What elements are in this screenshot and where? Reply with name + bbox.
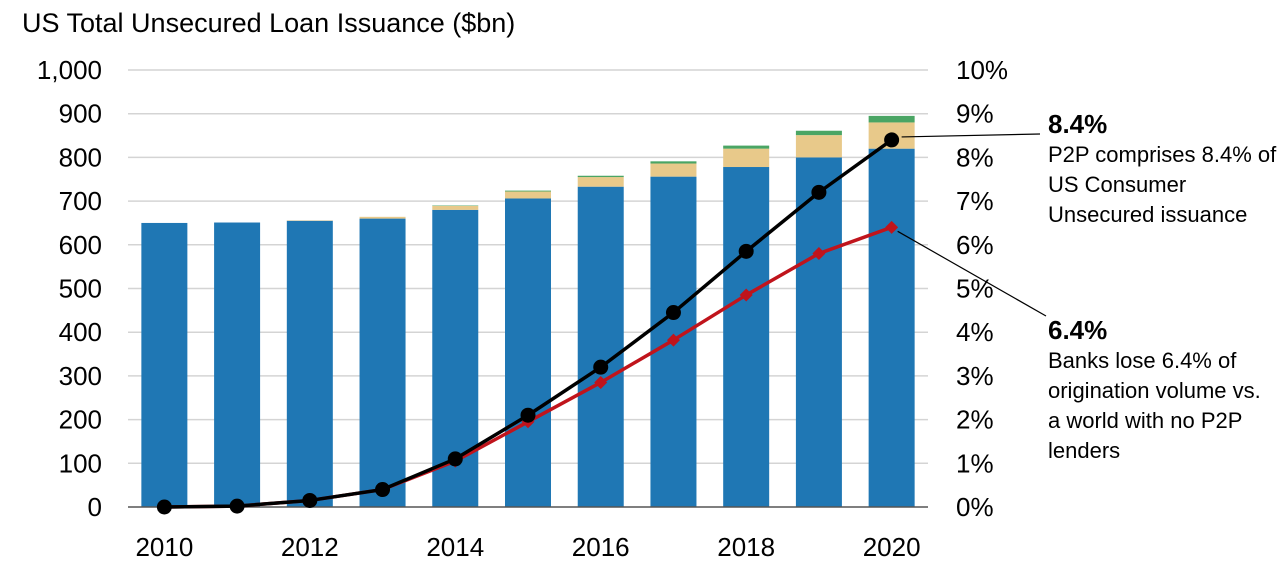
bar-segment-0 (795, 157, 842, 507)
bar-segment-2 (650, 161, 697, 164)
line-point-0 (811, 184, 827, 200)
left-axis-tick-label: 200 (59, 405, 102, 435)
line-point-1 (812, 247, 826, 261)
x-axis-tick-label: 2010 (135, 532, 193, 562)
left-axis-tick-label: 600 (59, 230, 102, 260)
bar-segment-1 (723, 148, 770, 168)
bar-segment-0 (286, 220, 333, 507)
bar-segment-0 (723, 167, 770, 507)
right-axis-tick-label: 7% (956, 186, 994, 216)
line-point-0 (665, 305, 681, 321)
annotation-banks: 6.4% Banks lose 6.4% of origination volu… (1048, 314, 1278, 466)
line-point-0 (884, 132, 900, 148)
right-axis-tick-label: 9% (956, 99, 994, 129)
right-axis-tick-label: 5% (956, 274, 994, 304)
bar-segment-2 (577, 175, 624, 178)
left-axis-tick-label: 800 (59, 142, 102, 172)
line-point-0 (375, 482, 391, 498)
annotation-leader-line (901, 133, 1041, 138)
bar-segment-1 (795, 135, 842, 158)
line-point-0 (229, 498, 245, 514)
annotation-banks-value: 6.4% (1048, 315, 1108, 345)
annotation-p2p: 8.4% P2P comprises 8.4% of US Consumer U… (1048, 108, 1278, 230)
line-point-0 (520, 407, 536, 423)
line-point-1 (594, 375, 608, 389)
x-axis-tick-label: 2018 (717, 532, 775, 562)
left-axis-tick-label: 300 (59, 361, 102, 391)
right-axis-tick-label: 0% (956, 492, 994, 522)
right-axis-tick-label: 10% (956, 55, 1008, 85)
x-axis-tick-label: 2020 (863, 532, 921, 562)
bar-segment-2 (505, 190, 551, 192)
line-point-0 (156, 499, 172, 515)
x-axis-tick-label: 2012 (281, 532, 339, 562)
line-point-1 (666, 333, 680, 347)
left-axis-tick-label: 500 (59, 274, 102, 304)
line-point-1 (885, 220, 899, 234)
bar-segment-0 (359, 218, 406, 507)
bar-segment-1 (577, 177, 624, 187)
bar-segment-0 (214, 222, 261, 507)
left-axis-tick-label: 0 (88, 492, 102, 522)
right-axis-tick-label: 3% (956, 361, 994, 391)
right-axis-tick-label: 2% (956, 405, 994, 435)
bar-segment-1 (359, 216, 406, 219)
bar-segment-1 (505, 191, 551, 199)
annotation-leader-line (897, 230, 1047, 317)
left-axis-tick-label: 400 (59, 317, 102, 347)
line-point-0 (593, 359, 609, 375)
left-axis-tick-label: 1,000 (37, 55, 102, 85)
bar-segment-0 (141, 222, 188, 507)
right-axis-tick-label: 6% (956, 230, 994, 260)
right-axis-tick-label: 4% (956, 317, 994, 347)
x-axis-tick-label: 2016 (572, 532, 630, 562)
x-axis-tick-label: 2014 (426, 532, 484, 562)
annotation-p2p-value: 8.4% (1048, 109, 1108, 139)
line-point-1 (739, 288, 753, 302)
bar-segment-0 (868, 148, 915, 507)
bar-segment-2 (723, 145, 770, 149)
left-axis-tick-label: 100 (59, 448, 102, 478)
bar-segment-1 (432, 205, 479, 210)
bar-segment-2 (795, 130, 842, 136)
bar-segment-2 (868, 115, 915, 123)
bar-segment-0 (505, 198, 551, 507)
left-axis-tick-label: 900 (59, 99, 102, 129)
line-point-0 (302, 492, 318, 508)
annotation-banks-text: Banks lose 6.4% of origination volume vs… (1048, 348, 1261, 463)
right-axis-tick-label: 1% (956, 448, 994, 478)
line-point-0 (447, 451, 463, 467)
bar-segment-0 (577, 186, 624, 507)
right-axis-tick-label: 8% (956, 142, 994, 172)
bar-segment-1 (650, 163, 697, 177)
line-point-0 (738, 243, 754, 259)
chart-title: US Total Unsecured Loan Issuance ($bn) (22, 8, 516, 38)
left-axis-tick-label: 700 (59, 186, 102, 216)
annotation-p2p-text: P2P comprises 8.4% of US Consumer Unsecu… (1048, 142, 1277, 227)
